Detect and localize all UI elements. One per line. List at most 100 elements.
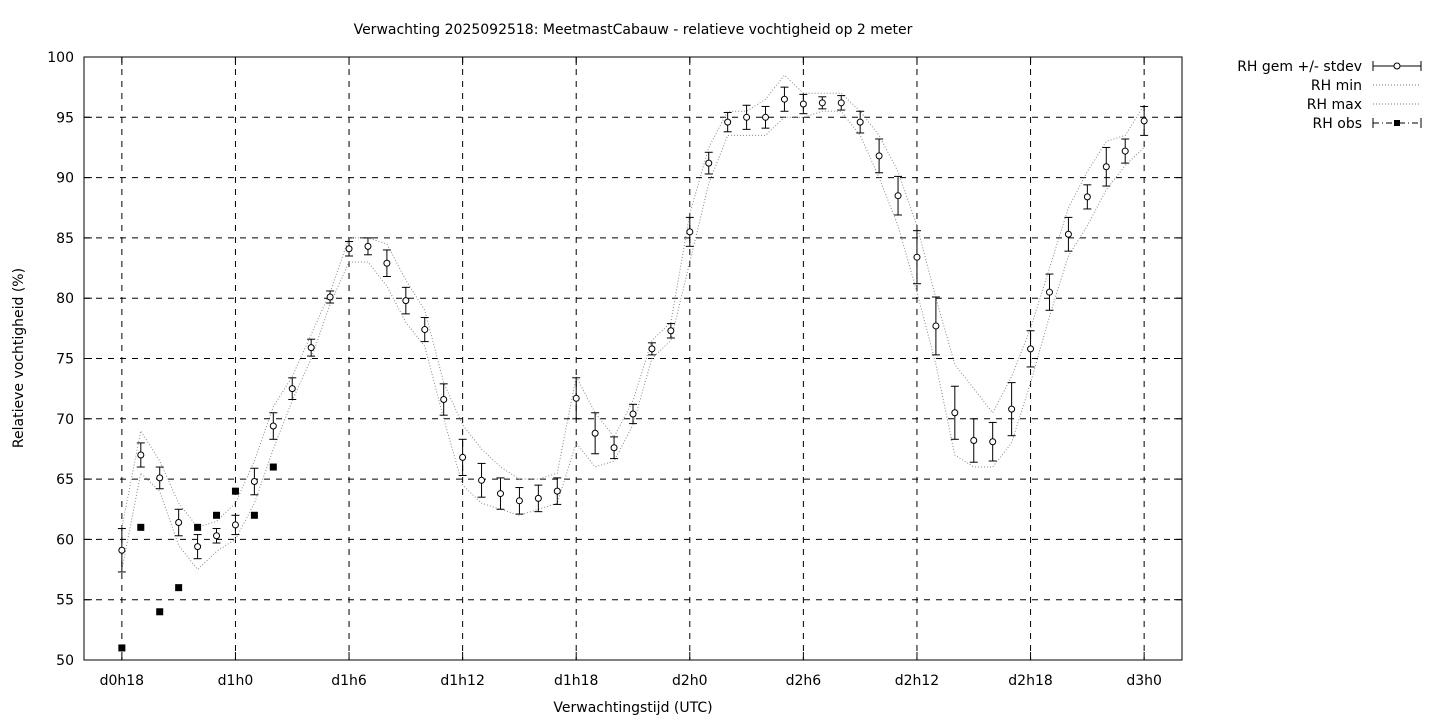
- mean-marker: [1140, 117, 1148, 125]
- mean-marker: [440, 396, 448, 404]
- x-tick-label: d0h18: [100, 673, 144, 689]
- x-tick-label: d1h12: [440, 673, 484, 689]
- errorbar-point: [647, 342, 656, 356]
- errorbar-point: [269, 412, 278, 440]
- legend-label-obs: RH obs: [1313, 116, 1362, 132]
- mean-marker: [459, 453, 467, 461]
- legend: RH gem +/- stdev RH min RH max RH obs: [1237, 59, 1422, 132]
- legend-item-min: RH min: [1311, 78, 1421, 94]
- errorbar-point: [799, 93, 808, 115]
- mean-marker: [496, 490, 504, 498]
- mean-marker: [667, 327, 675, 335]
- mean-marker: [629, 410, 637, 418]
- mean-marker: [1064, 230, 1072, 238]
- errorbar-point: [1102, 146, 1111, 187]
- errorbar-point: [1140, 105, 1149, 136]
- y-tick-label: 50: [56, 653, 74, 669]
- mean-marker: [307, 344, 315, 352]
- legend-item-mean: RH gem +/- stdev: [1237, 59, 1422, 75]
- errorbar-point: [1007, 382, 1016, 437]
- mean-marker: [402, 297, 410, 305]
- errorbar-point: [326, 290, 335, 304]
- mean-marker: [1045, 288, 1053, 296]
- rh-max-series: [121, 74, 1145, 528]
- mean-marker: [951, 409, 959, 417]
- mean-marker: [175, 519, 183, 527]
- errorbar-point: [288, 377, 297, 401]
- errorbar-point: [761, 105, 770, 129]
- errorbar-point: [553, 477, 562, 505]
- y-tick-label: 90: [56, 171, 74, 187]
- mean-marker: [1027, 345, 1035, 353]
- mean-marker: [231, 521, 239, 529]
- rh-obs-series: [118, 463, 277, 652]
- errorbar-point: [250, 467, 259, 496]
- errorbar-point: [666, 323, 675, 339]
- y-tick-label: 85: [56, 231, 74, 247]
- errorbar-point: [894, 175, 903, 216]
- mean-marker: [743, 113, 751, 121]
- errorbar-point: [231, 514, 240, 536]
- errorbar-point: [591, 412, 600, 455]
- mean-marker: [534, 494, 542, 502]
- x-axis-label: Verwachtingstijd (UTC): [553, 700, 712, 716]
- mean-marker: [591, 429, 599, 437]
- axes: 50 55 60 65 70 75 80 85 90 95 100 d0h18 d1h0 d1h6 d1h1…: [47, 50, 1182, 689]
- plot-frame: [83, 56, 1183, 661]
- legend-label-mean: RH gem +/- stdev: [1237, 59, 1362, 75]
- errorbar-point: [742, 104, 751, 130]
- legend-item-obs: RH obs: [1313, 116, 1422, 132]
- errorbar-point: [401, 286, 410, 315]
- errorbar-point: [420, 316, 429, 343]
- mean-marker: [932, 322, 940, 330]
- mean-marker: [572, 394, 580, 402]
- rh-mean-series: [117, 86, 1149, 573]
- obs-marker: [194, 523, 202, 531]
- x-tick-label: d1h0: [218, 673, 254, 689]
- mean-marker: [383, 259, 391, 267]
- errorbar-point: [969, 418, 978, 463]
- x-tick-label: d2h18: [1008, 673, 1052, 689]
- mean-marker: [326, 293, 334, 301]
- obs-marker: [269, 463, 277, 471]
- obs-marker: [231, 487, 239, 495]
- mean-marker: [250, 478, 258, 486]
- errorbar-point: [610, 436, 619, 460]
- mean-marker: [780, 95, 788, 103]
- y-tick-label: 75: [56, 352, 74, 368]
- errorbar-point: [723, 111, 732, 133]
- mean-marker: [818, 99, 826, 107]
- mean-marker: [364, 242, 372, 250]
- obs-marker: [156, 608, 164, 616]
- errorbar-point: [988, 421, 997, 462]
- y-tick-label: 65: [56, 472, 74, 488]
- errorbar-point: [1045, 273, 1054, 311]
- errorbar-point: [704, 151, 713, 175]
- x-tick-label: d1h18: [554, 673, 598, 689]
- rh-max-line: [121, 74, 1145, 528]
- errorbar-point: [629, 403, 637, 425]
- y-axis-label: Relatieve vochtigheid (%): [11, 268, 27, 448]
- y-tick-label: 80: [56, 291, 74, 307]
- mean-marker: [837, 99, 845, 107]
- errorbar-point: [1026, 330, 1035, 368]
- errorbar-point: [685, 216, 694, 247]
- obs-marker: [175, 584, 183, 592]
- x-tick-label: d2h12: [895, 673, 939, 689]
- errorbar-point: [136, 442, 145, 468]
- errorbar-point: [382, 249, 391, 277]
- x-tick-label: d2h6: [786, 673, 822, 689]
- errorbar-point: [363, 237, 372, 256]
- errorbar-point: [837, 95, 846, 111]
- errorbar-point: [818, 96, 827, 110]
- y-tick-label: 60: [56, 532, 74, 548]
- y-tick-label: 95: [56, 110, 74, 126]
- errorbar-point: [174, 508, 183, 537]
- mean-marker: [269, 422, 277, 430]
- errorbar-point: [912, 230, 921, 285]
- mean-marker: [856, 118, 864, 126]
- errorbar-point: [950, 385, 959, 440]
- errorbar-point: [117, 528, 126, 573]
- errorbar-point: [496, 477, 505, 510]
